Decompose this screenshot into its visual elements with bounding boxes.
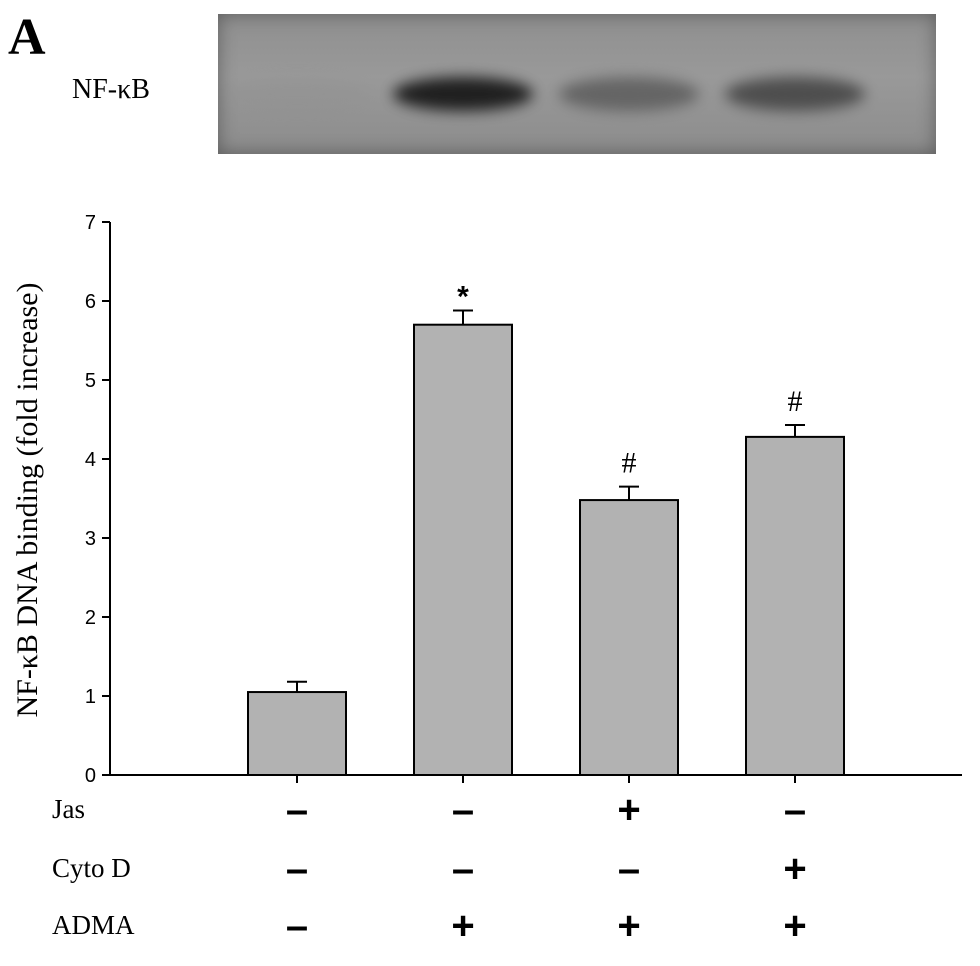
significance-asterisk: * bbox=[457, 280, 469, 313]
plus-sign: + bbox=[783, 904, 807, 948]
y-tick-label: 6 bbox=[85, 291, 96, 313]
plus-sign: + bbox=[451, 904, 475, 948]
bar bbox=[247, 691, 347, 776]
significance-hash: # bbox=[788, 385, 803, 418]
blot-label: NF-κB bbox=[72, 74, 150, 105]
minus-sign: – bbox=[285, 847, 309, 891]
blot-band bbox=[725, 77, 865, 111]
panel-letter: A bbox=[8, 9, 46, 66]
plus-sign: + bbox=[783, 847, 807, 891]
y-tick-label: 4 bbox=[85, 449, 96, 471]
y-tick-label: 1 bbox=[85, 686, 96, 708]
treatment-label: Cyto D bbox=[52, 853, 131, 883]
minus-sign: – bbox=[783, 788, 807, 832]
plus-sign: + bbox=[617, 904, 641, 948]
treatment-label: ADMA bbox=[52, 910, 135, 940]
significance-hash: # bbox=[622, 447, 637, 480]
western-blot-image bbox=[218, 14, 936, 154]
bar bbox=[579, 499, 679, 776]
minus-sign: – bbox=[617, 847, 641, 891]
blot-band bbox=[393, 77, 533, 111]
bar bbox=[413, 323, 513, 776]
y-tick-label: 2 bbox=[85, 607, 96, 629]
treatment-label: Jas bbox=[52, 794, 85, 824]
plus-sign: + bbox=[617, 788, 641, 832]
blot-band bbox=[559, 77, 699, 111]
y-tick-label: 5 bbox=[85, 370, 96, 392]
y-tick-label: 3 bbox=[85, 528, 96, 550]
minus-sign: – bbox=[451, 788, 475, 832]
minus-sign: – bbox=[285, 788, 309, 832]
y-tick-label: 7 bbox=[85, 212, 96, 234]
blot-band bbox=[227, 77, 367, 111]
minus-sign: – bbox=[285, 904, 309, 948]
y-tick-label: 0 bbox=[85, 765, 96, 787]
minus-sign: – bbox=[451, 847, 475, 891]
bar bbox=[745, 435, 845, 776]
